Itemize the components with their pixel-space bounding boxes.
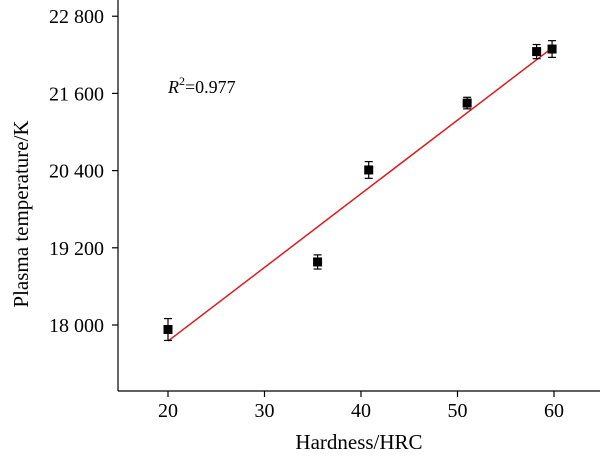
data-point: [462, 96, 472, 110]
r-superscript: 2: [179, 74, 185, 88]
r-value: =0.977: [185, 77, 236, 97]
data-point: [547, 40, 557, 58]
y-ticks: 18 000 19 200 20 400 21 600 22 800: [49, 6, 118, 337]
x-tick-label: 20: [158, 400, 178, 422]
data-point: [364, 161, 374, 179]
point-marker: [462, 98, 472, 108]
data-point: [532, 43, 542, 60]
y-tick-label: 19 200: [49, 238, 104, 260]
y-tick-label: 20 400: [49, 161, 104, 183]
y-axis-title: Plasma temperature/K: [9, 120, 33, 307]
fit-line: [167, 45, 555, 342]
r-squared-annotation: R2=0.977: [167, 74, 236, 97]
x-axis-title: Hardness/HRC: [295, 430, 422, 454]
r-label: R: [167, 77, 179, 97]
x-tick-label: 40: [351, 400, 371, 422]
point-marker: [313, 257, 323, 267]
y-tick-label: 21 600: [49, 83, 104, 105]
x-tick-label: 30: [255, 400, 275, 422]
axes: 20 30 40 50 60 18 000 19 200 20 400 21 600 22 80…: [49, 0, 600, 422]
data-point: [313, 254, 323, 270]
point-marker: [547, 44, 557, 54]
x-tick-label: 50: [448, 400, 468, 422]
y-tick-label: 22 800: [49, 6, 104, 28]
data-point: [163, 317, 173, 342]
point-marker: [532, 47, 542, 57]
x-ticks: 20 30 40 50 60: [158, 391, 564, 422]
point-marker: [364, 165, 374, 175]
point-marker: [163, 325, 173, 335]
y-tick-label: 18 000: [49, 315, 104, 337]
data-points: [163, 40, 557, 342]
x-tick-label: 60: [544, 400, 564, 422]
